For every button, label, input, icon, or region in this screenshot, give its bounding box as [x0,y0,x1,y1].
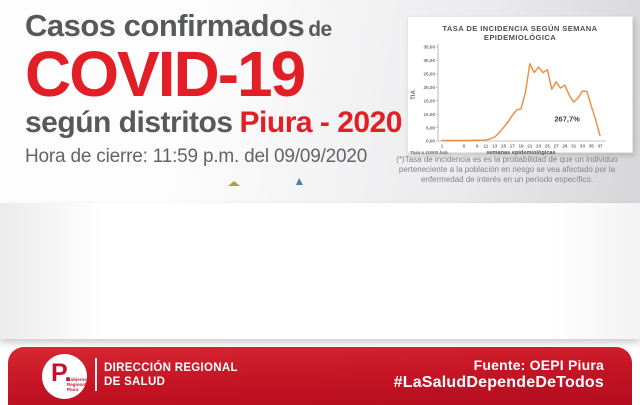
svg-text:6: 6 [463,144,466,149]
title-casos-confirmados: Casos confirmados [25,8,305,43]
hashtag-text: #LaSaludDependeDeTodos [393,374,604,391]
svg-text:23: 23 [536,144,542,149]
org-name-line2: DE SALUD [104,376,166,389]
stats-strip: 55,212 CASOS CONFIRMADOS 42,460 PACIENTE… [0,203,640,339]
svg-text:11: 11 [483,144,488,149]
svg-text:31: 31 [571,144,577,149]
org-name-line1: DIRECCIÓN REGIONAL [104,362,238,374]
svg-text:27: 27 [554,144,560,149]
svg-text:Tasa x 10000 hab.: Tasa x 10000 hab. [410,150,449,155]
incidence-footnote: (*)Tasa de incidencia es es la probabili… [396,155,618,185]
chart-title: TASA DE INCIDENCIA SEGÚN SEMANA EPIDEMIO… [442,24,598,42]
closing-time-text: Hora de cierre: 11:59 p.m. del 09/09/202… [25,145,368,167]
footer-divider [95,358,97,391]
logo-small-line2: Regional [67,382,87,388]
svg-text:33: 33 [580,144,586,149]
svg-text:10,00: 10,00 [424,112,436,117]
svg-text:1: 1 [441,144,444,149]
svg-text:37: 37 [597,144,603,149]
logo-small-line1: Gobierno [67,377,87,382]
svg-text:20,00: 20,00 [424,85,436,90]
source-block: Fuente: OEPI Piura #LaSaludDependeDeTodo… [394,357,604,392]
svg-text:17: 17 [510,144,516,149]
svg-text:25,00: 25,00 [424,72,436,77]
title-de: de [308,18,332,41]
svg-text:35: 35 [589,144,595,149]
svg-text:9: 9 [476,144,479,149]
title-segun-distritos: según distritos [25,106,233,140]
map-fragment-olive [228,181,240,186]
title-block: Casos confirmados de COVID-19 según distr… [25,8,415,168]
svg-text:21: 21 [527,144,533,149]
svg-text:TIA: TIA [410,89,417,99]
title-line-1: Casos confirmados de [25,8,415,43]
title-covid19: COVID-19 [25,37,306,110]
svg-text:13: 13 [492,144,498,149]
svg-text:19: 19 [518,144,524,149]
org-name: DIRECCIÓN REGIONAL DE SALUD [104,361,238,390]
incidence-chart: 0,00 5,00 10,00 15,00 20,00 25,00 30,00 35,00 1 6… [410,44,606,156]
svg-text:5,00: 5,00 [426,125,435,130]
logo-small-line3: Piura [67,387,79,393]
svg-text:0,00: 0,00 [426,139,435,144]
svg-text:35,00: 35,00 [424,45,436,50]
gobierno-regional-piura-logo: P. Gobierno Regional Piura [42,354,87,399]
source-text: Fuente: OEPI Piura [473,357,604,373]
logo-small-text: Gobierno Regional Piura [67,377,87,393]
svg-text:15: 15 [501,144,507,149]
svg-text:29: 29 [562,144,568,149]
title-piura-2020: Piura - 2020 [239,106,403,140]
map-fragment-blue [296,178,303,185]
svg-text:semanas epidemiológicas: semanas epidemiológicas [486,150,555,156]
svg-text:30,00: 30,00 [424,58,436,63]
logo-p-icon: P. [51,359,72,387]
header-section: Casos confirmados de COVID-19 según distr… [0,0,640,203]
title-line-3: según distritos Piura - 2020 [25,107,415,139]
svg-text:267,7%: 267,7% [554,115,580,124]
footer-bar: P. Gobierno Regional Piura DIRECCIÓN REG… [8,347,632,405]
incidence-chart-card: TASA DE INCIDENCIA SEGÚN SEMANA EPIDEMIO… [407,16,633,156]
svg-text:25: 25 [545,144,551,149]
svg-text:15,00: 15,00 [424,98,436,103]
